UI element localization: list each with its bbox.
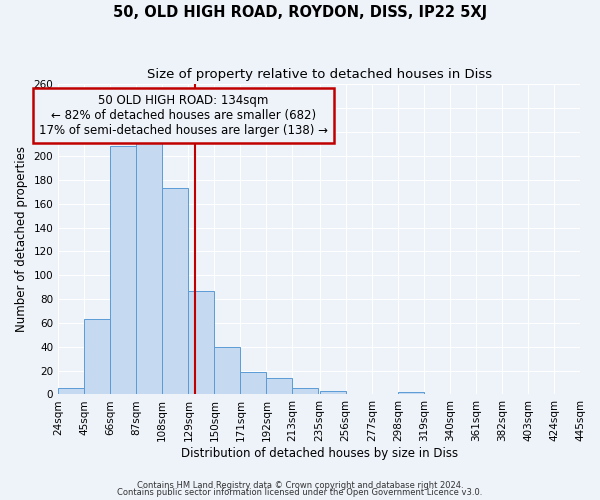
Title: Size of property relative to detached houses in Diss: Size of property relative to detached ho… [146, 68, 491, 80]
Bar [58, 388, 84, 394]
Text: Contains HM Land Registry data © Crown copyright and database right 2024.: Contains HM Land Registry data © Crown c… [137, 480, 463, 490]
Bar [241, 372, 266, 394]
Bar [136, 140, 162, 394]
Bar [320, 391, 346, 394]
Text: 50 OLD HIGH ROAD: 134sqm
← 82% of detached houses are smaller (682)
17% of semi-: 50 OLD HIGH ROAD: 134sqm ← 82% of detach… [39, 94, 328, 136]
Bar [214, 347, 241, 395]
Bar [266, 378, 292, 394]
Bar [398, 392, 424, 394]
Bar [162, 188, 188, 394]
Text: 50, OLD HIGH ROAD, ROYDON, DISS, IP22 5XJ: 50, OLD HIGH ROAD, ROYDON, DISS, IP22 5X… [113, 5, 487, 20]
Bar [110, 146, 136, 394]
Bar [84, 320, 110, 394]
X-axis label: Distribution of detached houses by size in Diss: Distribution of detached houses by size … [181, 447, 458, 460]
Text: Contains public sector information licensed under the Open Government Licence v3: Contains public sector information licen… [118, 488, 482, 497]
Bar [580, 392, 600, 394]
Y-axis label: Number of detached properties: Number of detached properties [15, 146, 28, 332]
Bar [188, 290, 214, 395]
Bar [292, 388, 319, 394]
